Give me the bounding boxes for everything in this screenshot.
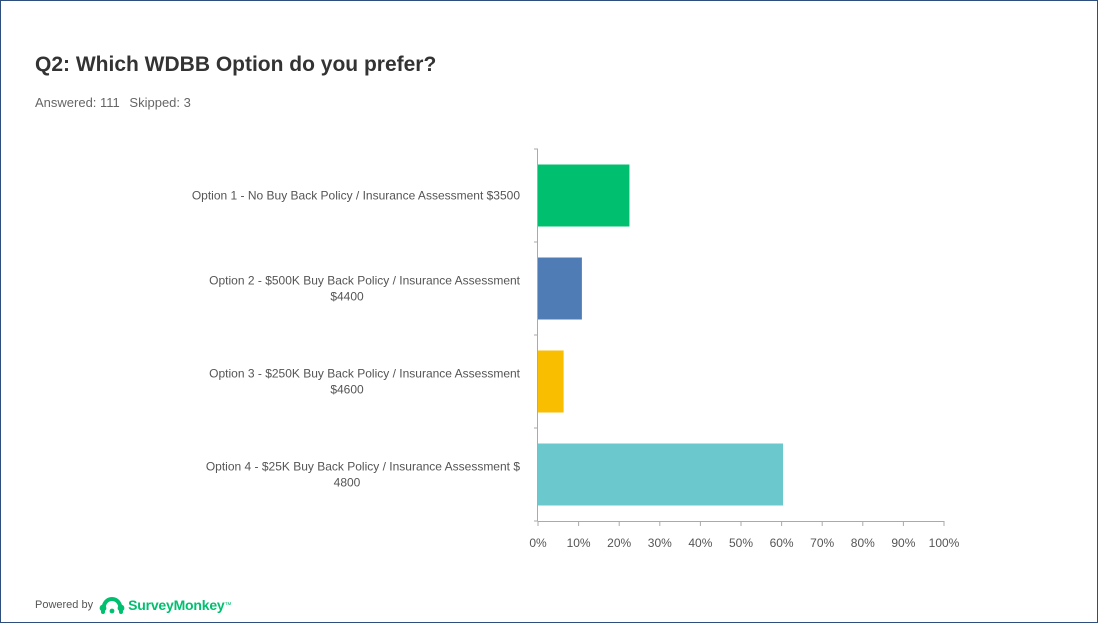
x-tick-label: 50% <box>729 536 753 550</box>
powered-by-label: Powered by <box>35 599 94 611</box>
category-label-line: $4400 <box>330 290 364 304</box>
surveymonkey-brand: SurveyMonkey <box>128 597 225 613</box>
category-label-option-2: Option 2 - $500K Buy Back Policy / Insur… <box>209 274 520 304</box>
question-title: Q2: Which WDBB Option do you prefer? <box>35 53 437 76</box>
surveymonkey-logo-icon <box>99 596 125 614</box>
x-tick-label: 70% <box>810 536 834 550</box>
response-stats: Answered: 111 Skipped: 3 <box>35 95 197 110</box>
bar-option-3 <box>538 350 564 413</box>
powered-by-footer[interactable]: Powered by SurveyMonkey ™ <box>35 595 232 615</box>
x-tick-label: 100% <box>929 536 960 550</box>
x-tick-label: 30% <box>648 536 672 550</box>
x-tick-label: 0% <box>529 536 547 550</box>
category-label-line: Option 3 - $250K Buy Back Policy / Insur… <box>209 367 520 381</box>
answered-count: Answered: 111 <box>35 95 120 110</box>
bar-option-2 <box>538 257 582 320</box>
x-tick-label: 10% <box>567 536 591 550</box>
bar-option-4 <box>538 443 784 506</box>
trademark-symbol: ™ <box>224 601 232 609</box>
x-tick-label: 90% <box>891 536 915 550</box>
category-label-line: Option 4 - $25K Buy Back Policy / Insura… <box>206 460 520 474</box>
x-tick-label: 60% <box>770 536 794 550</box>
skipped-count: Skipped: 3 <box>129 95 191 110</box>
category-label-option-1: Option 1 - No Buy Back Policy / Insuranc… <box>192 189 520 203</box>
category-label-option-3: Option 3 - $250K Buy Back Policy / Insur… <box>209 367 520 397</box>
x-tick-label: 80% <box>851 536 875 550</box>
category-label-line: $4600 <box>330 383 364 397</box>
category-label-option-4: Option 4 - $25K Buy Back Policy / Insura… <box>206 460 520 490</box>
x-tick-label: 20% <box>607 536 631 550</box>
category-label-line: Option 2 - $500K Buy Back Policy / Insur… <box>209 274 520 288</box>
x-tick-label: 40% <box>688 536 712 550</box>
category-label-line: 4800 <box>334 476 361 490</box>
bar-option-1 <box>538 164 630 227</box>
